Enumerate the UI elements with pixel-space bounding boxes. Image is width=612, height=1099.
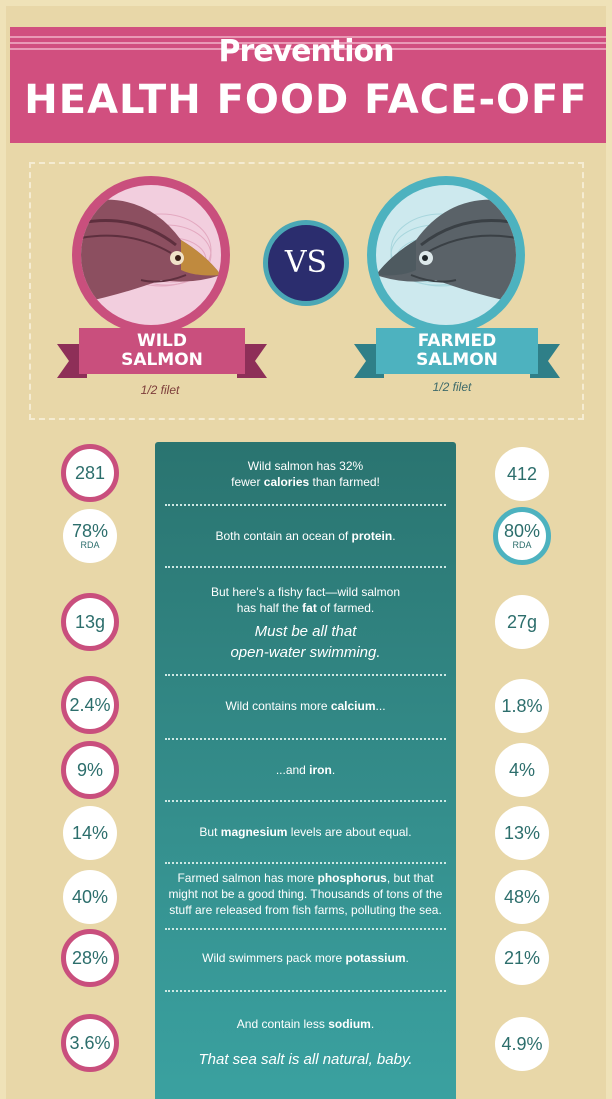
- farmed-calcium-value: 1.8%: [495, 679, 549, 733]
- fact-sodium: And contain less sodium.: [236, 1017, 375, 1031]
- wild-portion: 1/2 filet: [140, 383, 180, 397]
- wild-protein-value: 78% RDA: [63, 509, 117, 563]
- farmed-protein-value: 80% RDA: [493, 507, 551, 565]
- vs-badge: VS: [263, 220, 349, 306]
- facts-panel: Wild salmon has 32% fewer calories than …: [155, 442, 456, 1099]
- page-title: HEALTH FOOD FACE-OFF: [24, 77, 588, 123]
- sodium-note: That sea salt is all natural, baby.: [198, 1051, 413, 1068]
- farmed-sodium-value: 4.9%: [495, 1017, 549, 1071]
- brand-logo: Prevention: [218, 34, 395, 69]
- farmed-portion: 1/2 filet: [432, 380, 472, 394]
- farmed-potassium-value: 21%: [495, 931, 549, 985]
- fact-calcium: Wild contains more calcium...: [225, 699, 386, 713]
- fat-note-line1: Must be all that: [254, 623, 357, 640]
- fact-phosphorus: Farmed salmon has more phosphorus, but t…: [168, 871, 443, 917]
- farmed-salmon-image: [367, 176, 525, 334]
- fact-protein: Both contain an ocean of protein.: [215, 529, 396, 543]
- wild-salmon-icon: [81, 199, 221, 303]
- row-divider: [165, 674, 446, 676]
- row-divider: [165, 504, 446, 506]
- farmed-phosphorus-value: 48%: [495, 870, 549, 924]
- farmed-calories-value: 412: [495, 447, 549, 501]
- row-divider: [165, 800, 446, 802]
- row-divider: [165, 928, 446, 930]
- wild-iron-value: 9%: [61, 741, 119, 799]
- row-divider: [165, 566, 446, 568]
- wild-label-line2: SALMON: [121, 350, 203, 370]
- wild-salmon-ribbon: WILD SALMON: [57, 328, 267, 386]
- farmed-fat-value: 27g: [495, 595, 549, 649]
- row-divider: [165, 738, 446, 740]
- farmed-label-line2: SALMON: [416, 350, 498, 370]
- fat-note-line2: open-water swimming.: [230, 644, 381, 661]
- comparison-frame: [29, 162, 584, 420]
- fact-magnesium: But magnesium levels are about equal.: [199, 825, 412, 839]
- wild-magnesium-value: 14%: [63, 806, 117, 860]
- wild-salmon-image: [72, 176, 230, 334]
- header-banner: [10, 27, 606, 143]
- farmed-label-line1: FARMED: [417, 331, 497, 351]
- fact-calories: Wild salmon has 32% fewer calories than …: [231, 459, 380, 489]
- farmed-iron-value: 4%: [495, 743, 549, 797]
- wild-sodium-value: 3.6%: [61, 1014, 119, 1072]
- wild-phosphorus-value: 40%: [63, 870, 117, 924]
- wild-potassium-value: 28%: [61, 929, 119, 987]
- wild-calories-value: 281: [61, 444, 119, 502]
- farmed-magnesium-value: 13%: [495, 806, 549, 860]
- wild-label-line1: WILD: [136, 331, 188, 351]
- wild-calcium-value: 2.4%: [61, 676, 119, 734]
- fact-iron: ...and iron.: [275, 763, 336, 777]
- fact-potassium: Wild swimmers pack more potassium.: [202, 951, 409, 965]
- farmed-salmon-ribbon: FARMED SALMON: [354, 328, 560, 386]
- row-divider: [165, 862, 446, 864]
- row-divider: [165, 990, 446, 992]
- banner-stripes: [10, 36, 606, 54]
- wild-fat-value: 13g: [61, 593, 119, 651]
- farmed-salmon-icon: [376, 199, 516, 303]
- fact-fat: But here's a fishy fact—wild salmon has …: [210, 585, 401, 615]
